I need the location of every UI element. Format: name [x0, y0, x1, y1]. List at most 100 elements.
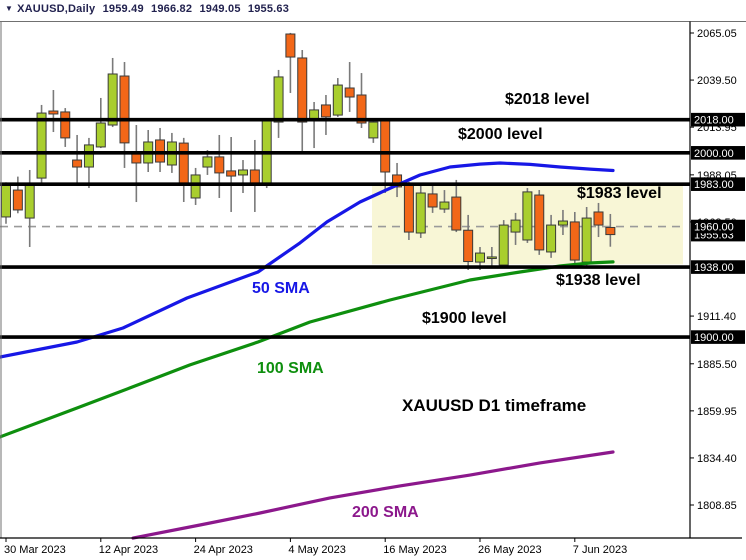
candle-bull — [1, 182, 11, 224]
ohlc-close: 1955.63 — [247, 3, 290, 15]
candle-bear — [178, 137, 189, 203]
candle-body — [593, 211, 604, 226]
candle-body — [427, 193, 438, 208]
candle-bull — [238, 160, 248, 194]
candle-body — [569, 221, 580, 261]
annotation-1900-level: $1900 level — [422, 310, 507, 327]
candle-bear — [380, 118, 391, 194]
annotation-sma50: 50 SMA — [252, 280, 310, 297]
candle-bear — [297, 50, 308, 152]
candle-bull — [83, 137, 94, 189]
time-axis: 30 Mar 2023 12 Apr 2023 24 Apr 2023 4 May 2… — [4, 538, 627, 556]
candle-bear — [344, 62, 355, 112]
candle-bull — [332, 78, 343, 117]
candle-body — [60, 111, 71, 139]
candle-body — [463, 229, 474, 263]
candle-body — [48, 110, 59, 115]
annotation-sma100: 100 SMA — [257, 360, 324, 377]
price-badge-label: 2000.00 — [694, 148, 734, 160]
price-axis: 2065.052039.502013.951988.051962.501911.… — [690, 28, 745, 512]
candle-bull — [368, 118, 379, 143]
candle-bull — [415, 185, 426, 238]
candle-bull — [510, 212, 521, 245]
price-tick-label: 2065.05 — [697, 28, 737, 40]
candle-bull — [143, 129, 154, 173]
chart-title: ▼ XAUUSD,Daily 1959.49 1966.82 1949.05 19… — [5, 3, 293, 15]
candle-bear — [131, 125, 142, 203]
price-badge-label: 1983.00 — [694, 179, 734, 191]
candlestick-series — [1, 32, 616, 271]
date-tick-label: 4 May 2023 — [288, 544, 345, 556]
annotation-sma200: 200 SMA — [352, 504, 419, 521]
candle-body — [320, 104, 331, 118]
candle-bear — [392, 162, 403, 198]
candle-bull — [273, 69, 284, 138]
ohlc-open: 1959.49 — [102, 3, 144, 15]
price-badge-bg — [691, 177, 745, 191]
candle-body — [415, 192, 426, 234]
candle-bear — [403, 181, 414, 240]
date-tick-label: 26 May 2023 — [478, 544, 542, 556]
candle-body — [119, 75, 130, 144]
candle-body — [522, 191, 533, 241]
ohlc-high: 1966.82 — [151, 3, 193, 15]
candle-body — [297, 57, 308, 123]
ohlc-low: 1949.05 — [199, 3, 241, 15]
dropdown-triangle-icon[interactable]: ▼ — [5, 4, 14, 13]
candle-bear — [12, 176, 23, 214]
candle-body — [83, 144, 94, 168]
level-price-badge: 1900.00 — [691, 330, 745, 344]
candle-body — [344, 87, 355, 98]
candle-bear — [534, 190, 545, 255]
candle-bear — [451, 179, 462, 233]
candle-bull — [486, 246, 497, 268]
price-badge-label: 1900.00 — [694, 332, 734, 344]
date-tick-label: 30 Mar 2023 — [4, 544, 66, 556]
candle-bear — [569, 211, 580, 266]
candle-body — [368, 121, 379, 139]
candle-body — [498, 224, 509, 266]
price-tick-label: 1885.50 — [697, 359, 737, 371]
price-badge-bg — [691, 260, 745, 274]
candle-bear — [119, 62, 130, 168]
price-badge-label: 1960.00 — [694, 222, 734, 234]
candle-body — [356, 94, 367, 124]
candle-bull — [439, 190, 450, 213]
candle-bull — [190, 167, 201, 205]
price-tick-label: 2039.50 — [697, 75, 737, 87]
candle-body — [486, 256, 497, 260]
candle-body — [451, 196, 462, 231]
candle-body — [202, 156, 213, 168]
candle-bear — [60, 108, 71, 147]
candle-bear — [72, 134, 83, 186]
candle-body — [392, 174, 403, 188]
price-badge-bg — [691, 146, 745, 160]
candle-bull — [498, 220, 509, 268]
candle-body — [238, 169, 248, 176]
candle-body — [226, 170, 237, 177]
level-price-badge: 2018.00 — [691, 112, 745, 127]
annotation-1983-level: $1983 level — [577, 185, 662, 202]
annotation-2018-level: $2018 level — [505, 91, 590, 108]
candle-bull — [107, 57, 118, 128]
annotation-timeframe: XAUUSD D1 timeframe — [402, 396, 587, 415]
candle-bear — [285, 32, 296, 93]
date-tick-label: 12 Apr 2023 — [99, 544, 158, 556]
candle-bull — [24, 169, 35, 247]
candle-bear — [155, 127, 166, 173]
candle-bear — [249, 139, 260, 212]
candle-bull — [557, 209, 568, 236]
date-tick-label: 16 May 2023 — [383, 544, 447, 556]
candle-bull — [546, 214, 557, 258]
candle-body — [107, 73, 118, 126]
level-price-badge: 2000.00 — [691, 146, 745, 160]
candle-body — [605, 226, 616, 236]
price-badge-bg — [691, 219, 745, 234]
candle-bear — [214, 134, 225, 198]
candle-body — [214, 156, 225, 174]
level-price-badge: 1938.00 — [691, 260, 745, 274]
price-badge-label: 2018.00 — [694, 115, 734, 127]
price-badge-bg — [691, 112, 745, 127]
candle-body — [155, 139, 166, 163]
